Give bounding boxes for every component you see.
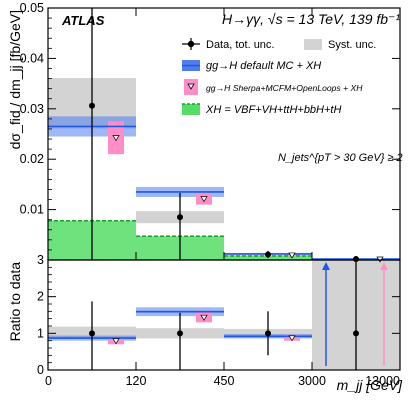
legend-syst-swatch (304, 39, 322, 50)
main-sherpa-marker-0 (112, 135, 120, 142)
band-layer (48, 78, 400, 370)
ratio-sherpa-marker-2 (288, 335, 296, 342)
ratio-sherpa-arrowhead-3 (380, 262, 388, 270)
ratio-sherpa-marker-1 (200, 314, 208, 321)
legend-entry-xh: XH = VBF+VH+ttH+bbH+tH (182, 103, 341, 116)
main-ytick-label-2: 0.02 (20, 152, 44, 166)
legend-data-label: Data, tot. unc. (206, 39, 274, 51)
x-edge-label-0: 0 (45, 374, 52, 388)
ratio-ytick-label-3: 3 (37, 253, 44, 267)
ratio-ytick-label-0: 0 (37, 363, 44, 377)
legend-data-marker (187, 40, 195, 48)
process-label: H→γγ, √s = 13 TeV, 139 fb⁻¹ (222, 11, 400, 27)
x-edge-label-4: 13000 (365, 374, 400, 388)
main-sherpa-marker-2 (288, 252, 296, 259)
ratio-ytick-label-2: 2 (37, 290, 44, 304)
legend-sherpa-marker (187, 83, 195, 90)
line-layer (48, 8, 400, 370)
tick-layer: 0.01 0.02 0.03 0.04 0.05 0 1 2 3 0 120 450 3000 13000 (20, 1, 401, 388)
main-data-point-0 (89, 102, 95, 109)
ratio-y-axis-title: Ratio to data (7, 262, 23, 342)
legend-default-label: gg→H default MC + XH (206, 60, 321, 72)
ratio-data-point-2 (265, 330, 271, 337)
ratio-data-point-3 (353, 330, 359, 337)
x-edge-label-3: 3000 (298, 374, 326, 388)
main-sherpa-marker-1 (200, 196, 208, 203)
main-ytick-label-1: 0.01 (20, 203, 44, 217)
ratio-ytick-label-1: 1 (37, 326, 44, 340)
main-data-point-2 (265, 251, 271, 258)
x-axis-title: m_jj [GeV] (337, 377, 403, 393)
ratio-data-point-0 (89, 330, 95, 337)
main-ytick-label-3: 0.03 (20, 102, 44, 116)
legend-xh-label: XH = VBF+VH+ttH+bbH+tH (205, 104, 341, 116)
legend-entry-sherpa: gg→H Sherpa+MCFM+OpenLoops + XH (184, 79, 363, 95)
ratio-sherpa-marker-0 (112, 338, 120, 345)
njets-annotation: N_jets^{pT > 30 GeV} ≥ 2 (278, 152, 403, 164)
experiment-label: ATLAS (61, 13, 105, 28)
legend-entry-syst: Syst. unc. (304, 39, 376, 51)
legend-sherpa-label: gg→H Sherpa+MCFM+OpenLoops + XH (206, 83, 363, 93)
x-edge-label-1: 120 (126, 374, 147, 388)
legend-syst-label: Syst. unc. (328, 39, 376, 51)
main-data-point-1 (177, 214, 183, 221)
ratio-default-arrowhead-3 (322, 262, 330, 270)
ratio-data-point-1 (177, 330, 183, 337)
legend-entry-default: gg→H default MC + XH (182, 60, 321, 72)
main-ytick-label-4: 0.04 (20, 51, 44, 65)
legend: Data, tot. unc. Syst. unc. gg→H default … (182, 38, 376, 116)
legend-entry-data: Data, tot. unc. (182, 38, 274, 51)
legend-xh-swatch (182, 104, 200, 115)
main-y-axis-title: dσ_fid / dm_jj [fb/GeV] (7, 10, 23, 149)
x-edge-label-2: 450 (214, 374, 235, 388)
main-ytick-label-5: 0.05 (20, 1, 44, 15)
njets-annotation-text: N_jets^{pT > 30 GeV} ≥ 2 (278, 152, 403, 164)
